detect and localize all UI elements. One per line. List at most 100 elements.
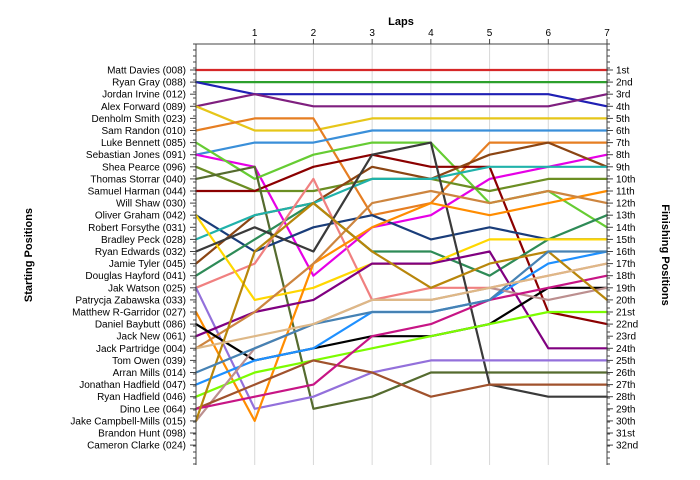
finish-label: 4th (616, 102, 630, 113)
lap-label-4: 4 (428, 28, 434, 39)
finish-label: 14th (616, 223, 635, 234)
start-label: Dino Lee (064) (120, 404, 186, 415)
finish-label: 8th (616, 150, 630, 161)
series-line-7 (194, 129, 609, 156)
start-label: Matt Davies (008) (107, 66, 186, 77)
left-axis-title: Starting Positions (23, 208, 35, 302)
series-line-26 (194, 310, 609, 398)
start-label: Robert Forsythe (031) (88, 223, 186, 234)
series-line-30 (194, 202, 609, 422)
series-line-8 (194, 153, 609, 277)
series-line-19 (194, 141, 609, 398)
finish-label: 28th (616, 392, 635, 403)
finish-label: 25th (616, 356, 635, 367)
finish-label: 2nd (616, 78, 633, 89)
series-line-25 (194, 250, 609, 386)
start-label: Samuel Harman (044) (88, 187, 186, 198)
start-label: Jonathan Hadfield (047) (79, 380, 186, 391)
series-line-15 (194, 165, 609, 241)
finish-label: 13th (616, 211, 635, 222)
start-label: Cameron Clarke (024) (87, 441, 186, 452)
start-label: Tom Owen (039) (112, 356, 186, 367)
start-label: Bradley Peck (028) (101, 235, 186, 246)
right-axis-title: Finishing Positions (659, 204, 671, 305)
start-label: Sebastian Jones (091) (86, 150, 186, 161)
start-label: Oliver Graham (042) (95, 211, 186, 222)
start-label: Luke Bennett (085) (101, 138, 186, 149)
series-line-20 (194, 286, 609, 410)
finish-label: 22nd (616, 320, 638, 331)
start-label: Douglas Hayford (041) (85, 271, 186, 282)
finish-label: 15th (616, 235, 635, 246)
finish-label: 19th (616, 283, 635, 294)
series-line-6 (194, 117, 609, 217)
lap-label-6: 6 (546, 28, 552, 39)
series-line-32 (194, 262, 609, 350)
finish-label: 27th (616, 380, 635, 391)
start-label: Alex Forward (089) (101, 102, 186, 113)
finish-label: 1st (616, 66, 630, 77)
finish-label: 23rd (616, 332, 636, 343)
series-line-28 (194, 359, 609, 410)
start-label: Jak Watson (025) (108, 283, 186, 294)
finish-label: 18th (616, 271, 635, 282)
finish-label: 24th (616, 344, 635, 355)
start-label: Ryan Edwards (032) (95, 247, 186, 258)
series-line-4 (194, 93, 609, 108)
start-label: Denholm Smith (023) (92, 114, 186, 125)
finish-label: 29th (616, 404, 635, 415)
series-line-23 (194, 189, 609, 350)
series-line-13 (194, 214, 609, 253)
series-line-29 (194, 274, 609, 410)
finish-label: 6th (616, 126, 630, 137)
series-layer (194, 68, 609, 422)
grid-layer (254, 44, 549, 465)
start-label: Will Shaw (030) (116, 199, 186, 210)
finish-label: 11th (616, 187, 635, 198)
start-label: Shea Pearce (096) (102, 162, 186, 173)
axes-layer (190, 39, 613, 465)
finish-label: 9th (616, 162, 630, 173)
lap-label-1: 1 (252, 28, 258, 39)
lap-label-7: 7 (604, 28, 610, 39)
series-line-16 (194, 202, 609, 277)
start-label: Patrycja Zabawska (033) (75, 295, 186, 306)
lap-label-5: 5 (487, 28, 493, 39)
finish-label: 30th (616, 416, 635, 427)
start-label: Thomas Storrar (040) (90, 174, 186, 185)
start-label: Jamie Tyler (045) (109, 259, 186, 270)
finish-label: 31st (616, 429, 635, 440)
start-label: Jake Campbell-Mills (015) (70, 416, 186, 427)
finish-label: 21st (616, 308, 635, 319)
finish-label: 5th (616, 114, 630, 125)
lap-label-2: 2 (311, 28, 317, 39)
series-line-22 (194, 250, 609, 350)
start-label: Arran Mills (014) (113, 368, 186, 379)
finish-label: 20th (616, 295, 635, 306)
series-line-3 (194, 80, 609, 108)
start-label: Ryan Gray (088) (112, 78, 186, 89)
start-label: Daniel Baybutt (086) (95, 320, 186, 331)
finish-label: 17th (616, 259, 635, 270)
start-label: Jack Partridge (004) (96, 344, 186, 355)
series-line-11 (194, 153, 609, 326)
x-axis-title: Laps (388, 16, 414, 28)
series-line-27 (194, 286, 609, 422)
start-label: Ryan Hadfield (046) (97, 392, 186, 403)
finish-label: 16th (616, 247, 635, 258)
series-line-31 (194, 250, 609, 374)
finish-label: 3rd (616, 90, 630, 101)
finish-label: 26th (616, 368, 635, 379)
finish-label: 32nd (616, 441, 638, 452)
start-label: Sam Randon (010) (102, 126, 187, 137)
finish-label: 10th (616, 174, 635, 185)
start-label: Matthew R-Garridor (027) (72, 308, 186, 319)
start-label: Brandon Hunt (098) (98, 429, 186, 440)
start-label: Jack New (061) (117, 332, 186, 343)
start-label: Jordan Irvine (012) (102, 90, 186, 101)
finish-label: 7th (616, 138, 630, 149)
series-line-5 (194, 105, 609, 132)
lap-label-3: 3 (369, 28, 375, 39)
